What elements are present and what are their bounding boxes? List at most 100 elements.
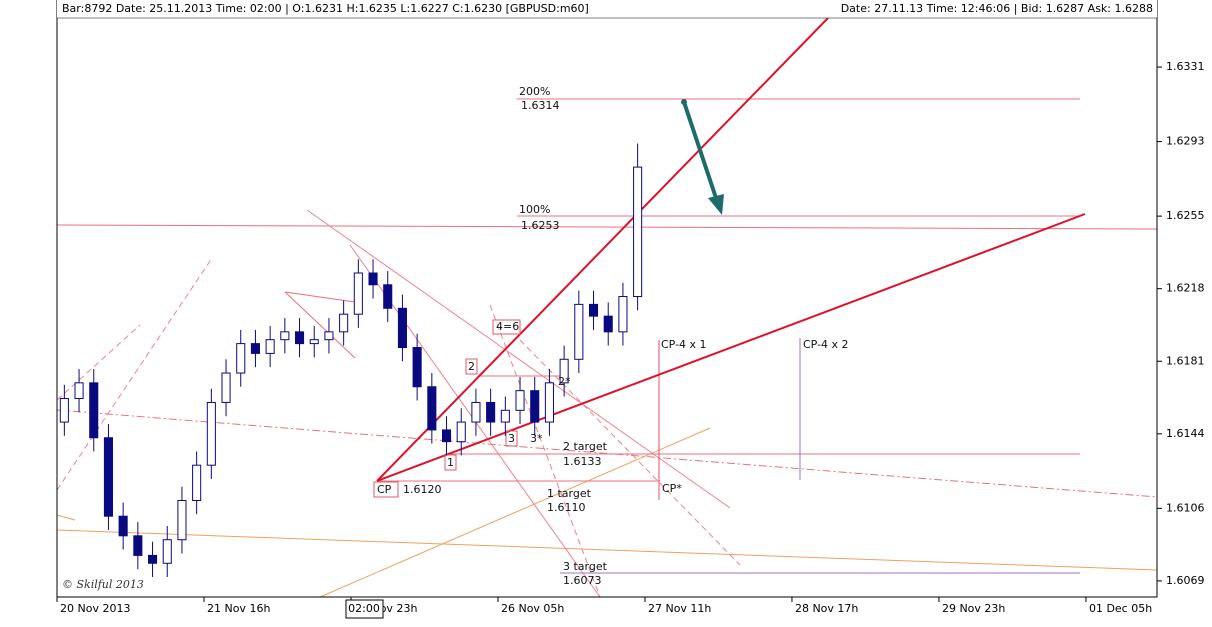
label-box xyxy=(373,481,399,498)
annotation: 200% xyxy=(519,85,550,98)
candle-body xyxy=(74,382,84,400)
label-box xyxy=(492,319,521,335)
candle-body xyxy=(59,398,69,423)
watermark: © Skilful 2013 xyxy=(62,578,144,591)
candle-body xyxy=(397,307,407,349)
annotation: 3* xyxy=(530,432,543,445)
axes: 1.6331 1.6293 1.6255 1.6218 1.6181 1.6144 1.61… xyxy=(56,60,1205,615)
annotation: 2 target xyxy=(563,440,608,453)
x-tick-label: 21 Nov 16h xyxy=(207,602,270,615)
annotation: 1.6314 xyxy=(521,99,560,112)
orange-line xyxy=(56,529,1158,571)
candle-body xyxy=(89,382,99,439)
candle-body xyxy=(618,296,628,333)
dashed-line xyxy=(56,324,141,401)
candle-body xyxy=(530,390,540,423)
dashed-line xyxy=(56,257,213,491)
arrow-shaft xyxy=(682,101,718,199)
candle-body xyxy=(103,437,113,517)
candle-body xyxy=(427,386,437,431)
annotation: 1.6133 xyxy=(563,455,602,468)
annotations: 200% 1.6314 100% 1.6253 4=6 2 2* 3 3* 1 … xyxy=(62,85,849,591)
annotation: 1 target xyxy=(547,487,592,500)
annotation: 3 xyxy=(508,432,515,445)
y-tick-label: 1.6144 xyxy=(1166,427,1205,440)
candle-body xyxy=(544,382,554,423)
pennant-line xyxy=(284,291,356,359)
candle-body xyxy=(133,535,143,556)
candle-body xyxy=(265,339,275,354)
candle-body xyxy=(250,343,260,354)
y-tick-label: 1.6218 xyxy=(1166,282,1205,295)
header-bar xyxy=(57,0,1157,18)
pennant-line xyxy=(284,291,356,303)
annotation: 1.6073 xyxy=(563,574,602,587)
orange-line xyxy=(56,514,76,521)
candle-body xyxy=(500,409,510,423)
dashed-line xyxy=(519,339,741,566)
label-box xyxy=(465,358,478,375)
x-tick-label: 26 Nov 05h xyxy=(501,602,564,615)
annotation: 2* xyxy=(558,375,571,388)
annotation: 1.6120 xyxy=(403,483,442,496)
candle-body xyxy=(368,272,378,286)
candle-body xyxy=(353,272,363,315)
x-tick-label: 01 Dec 05h xyxy=(1089,602,1152,615)
arrow-head xyxy=(708,194,724,215)
candle-body xyxy=(339,313,349,333)
x-tick-label: 27 Nov 11h xyxy=(648,602,711,615)
candle-body xyxy=(383,284,393,309)
candle-body xyxy=(162,539,172,564)
candle-body xyxy=(633,166,643,298)
annotation: 1 xyxy=(447,456,454,469)
annotation: 2 xyxy=(468,360,475,373)
candle-body xyxy=(486,401,496,423)
x-tick-label: 28 Nov 17h xyxy=(795,602,858,615)
candle-body xyxy=(441,429,452,443)
annotation: 4=6 xyxy=(496,320,519,333)
y-tick-label: 1.6293 xyxy=(1166,135,1205,148)
candle-body xyxy=(588,303,599,317)
level-line xyxy=(56,224,1158,230)
candle-body xyxy=(148,554,158,564)
y-tick-label: 1.6181 xyxy=(1166,354,1205,367)
candle-body xyxy=(324,331,334,341)
cursor-label: 02:00 xyxy=(348,602,380,615)
label-box xyxy=(444,454,457,471)
candle-body xyxy=(280,331,290,341)
annotation: CP-4 x 2 xyxy=(803,338,849,351)
candle-body xyxy=(206,401,216,466)
plot-frame xyxy=(56,0,1158,598)
annotation: 100% xyxy=(519,203,550,216)
candle-body xyxy=(118,515,128,537)
header-left: Bar:8792 Date: 25.11.2013 Time: 02:00 | … xyxy=(62,2,589,15)
candle-body xyxy=(456,421,466,443)
annotation: CP* xyxy=(662,482,682,495)
arrow-tail xyxy=(681,99,687,105)
candle-body xyxy=(236,343,246,374)
candle-body xyxy=(603,315,613,333)
annotation: 1.6253 xyxy=(521,219,560,232)
x-tick-label: 20 Nov 2013 xyxy=(60,602,130,615)
candle-body xyxy=(515,390,525,411)
red-channel-line xyxy=(376,17,829,482)
candle-body xyxy=(574,303,584,360)
candle-body xyxy=(412,347,422,388)
candles xyxy=(59,143,643,577)
y-tick-label: 1.6331 xyxy=(1166,60,1205,73)
cursor-label-box xyxy=(345,599,384,619)
candle-body xyxy=(221,372,231,403)
candle-body xyxy=(294,331,305,345)
annotation: CP-4 x 1 xyxy=(661,338,707,351)
y-tick-label: 1.6069 xyxy=(1166,574,1205,587)
x-tick-label: 29 Nov 23h xyxy=(942,602,1005,615)
candle-body xyxy=(177,500,187,541)
red-channel-line xyxy=(376,213,1086,482)
annotation: 1.6110 xyxy=(547,501,586,514)
dashed-line xyxy=(489,304,601,598)
annotation: 3 target xyxy=(563,560,608,573)
candle-body xyxy=(309,339,319,345)
y-tick-label: 1.6255 xyxy=(1166,209,1205,222)
